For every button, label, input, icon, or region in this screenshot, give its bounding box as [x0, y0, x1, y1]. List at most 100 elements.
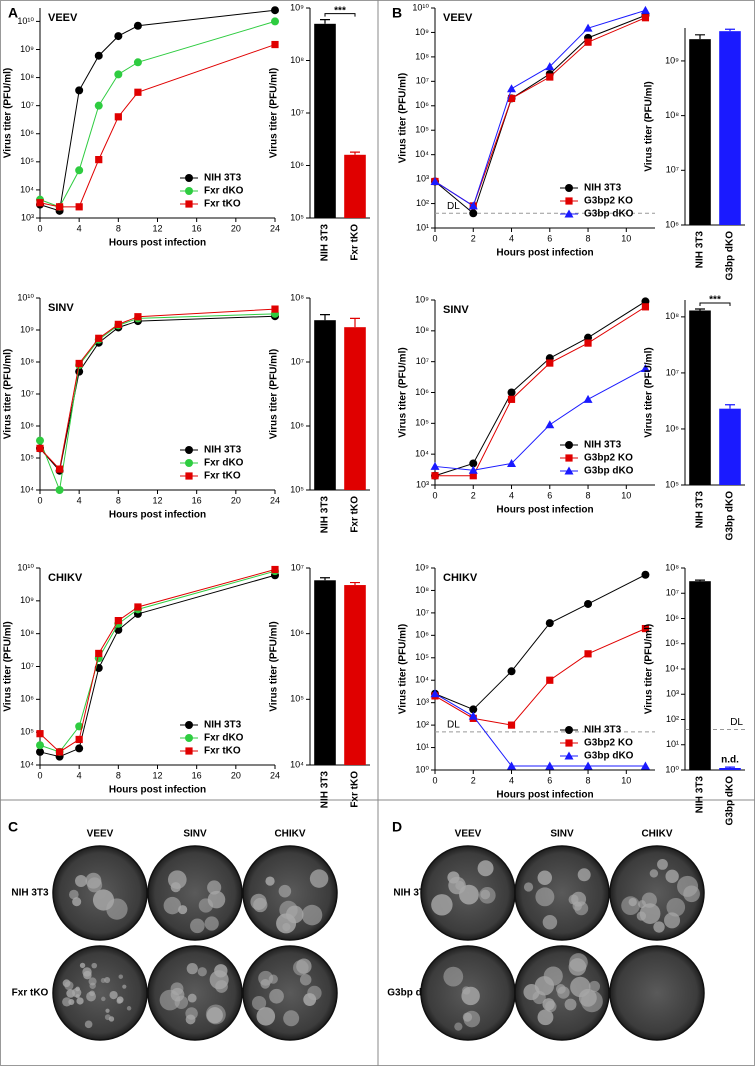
x-tick-label: 4 — [509, 233, 514, 243]
marker — [583, 394, 593, 403]
y-tick-label: 10¹⁰ — [17, 16, 34, 26]
y-tick-label: 10⁵ — [20, 156, 34, 166]
plaque-spot — [85, 872, 102, 889]
y-tick-label: 10⁵ — [415, 125, 429, 135]
plaque-spot — [126, 1006, 132, 1011]
y-tick-label: 10⁵ — [20, 727, 34, 737]
marker — [641, 14, 650, 22]
plaque-spot — [588, 980, 601, 993]
x-tick-label: Fxr tKO — [350, 224, 361, 261]
legend-label: G3bp2 KO — [584, 738, 633, 749]
marker — [583, 23, 593, 32]
marker — [584, 599, 593, 608]
y-tick-label: 10⁹ — [20, 44, 34, 54]
x-axis-label: Hours post infection — [109, 238, 206, 249]
y-tick-label: 10⁴ — [20, 184, 34, 194]
plaque-spot — [537, 1009, 554, 1026]
x-tick-label: 10 — [621, 775, 631, 785]
y-tick-label: 10⁵ — [290, 212, 304, 222]
y-axis-label: Virus titer (PFU/ml) — [269, 621, 280, 711]
marker — [507, 667, 516, 676]
series-line — [434, 14, 646, 215]
y-tick-label: 10⁴ — [20, 759, 34, 769]
marker — [584, 339, 592, 347]
plaque-spot — [454, 1022, 463, 1031]
y-tick-label: 10⁵ — [20, 452, 34, 462]
plaque-spot — [62, 997, 72, 1007]
plaque-spot — [480, 889, 491, 900]
y-tick-label: 10⁶ — [290, 628, 304, 638]
error-bar — [695, 308, 705, 311]
series-line — [434, 300, 646, 477]
error-bar — [695, 34, 705, 40]
significance-label: *** — [334, 5, 346, 16]
y-tick-label: 10⁸ — [415, 585, 429, 595]
legend-label: Fxr tKO — [204, 471, 241, 482]
y-axis-label: Virus titer (PFU/ml) — [644, 347, 655, 437]
chart-title: VEEV — [443, 12, 473, 24]
legend-label: Fxr dKO — [204, 458, 244, 469]
y-tick-label: 10⁷ — [21, 388, 34, 398]
marker — [134, 88, 142, 96]
plaque-spot — [574, 901, 589, 916]
legend-label: G3bp2 KO — [584, 453, 633, 464]
series-line — [434, 17, 646, 207]
row-label: G3bp dKO — [387, 988, 437, 999]
plaque-spot — [251, 995, 267, 1011]
x-tick-label: 10 — [621, 233, 631, 243]
plaque-spot — [278, 884, 292, 898]
marker — [545, 761, 555, 770]
marker — [507, 721, 516, 729]
marker — [36, 730, 44, 738]
marker — [640, 761, 650, 770]
legend-label: Fxr dKO — [204, 186, 244, 197]
marker — [640, 364, 650, 373]
plaque-spot — [265, 876, 275, 886]
y-tick-label: 10² — [416, 198, 429, 208]
x-axis-label: Hours post infection — [496, 505, 593, 516]
plaque-spot — [477, 860, 494, 877]
plaque-spot — [159, 989, 181, 1011]
marker — [507, 84, 517, 93]
marker — [469, 209, 478, 218]
y-tick-label: 10⁹ — [20, 595, 34, 605]
plaque-spot — [537, 870, 552, 885]
plaque-spot — [167, 870, 187, 889]
chart-title: SINV — [48, 302, 74, 314]
legend-label: G3bp dKO — [584, 751, 634, 762]
y-axis-label: Virus titer (PFU/ml) — [644, 81, 655, 171]
plaque-spot — [104, 977, 111, 984]
y-tick-label: 10⁸ — [665, 110, 679, 120]
plaque-spot — [621, 896, 640, 916]
error-bar — [725, 766, 735, 769]
error-bar — [695, 579, 705, 582]
marker — [95, 334, 103, 342]
legend-marker — [185, 459, 193, 467]
threshold-label: DL — [447, 201, 460, 212]
marker — [36, 436, 44, 445]
bar — [314, 580, 336, 765]
marker — [36, 444, 44, 452]
marker — [469, 705, 478, 714]
legend-marker — [185, 187, 193, 195]
marker — [584, 650, 592, 658]
marker — [75, 359, 83, 368]
y-tick-label: 10⁹ — [415, 27, 429, 37]
y-tick-label: 10⁹ — [20, 324, 34, 334]
error-bar — [320, 19, 330, 24]
plaque-spot — [72, 897, 82, 907]
series-line — [434, 368, 646, 471]
marker — [583, 761, 593, 770]
x-tick-label: 0 — [432, 490, 437, 500]
series-line — [434, 628, 646, 726]
legend-label: NIH 3T3 — [584, 725, 622, 736]
legend-label: G3bp2 KO — [584, 196, 633, 207]
plaque-spot — [301, 904, 323, 926]
y-tick-label: 10⁶ — [665, 613, 679, 623]
bar — [689, 39, 711, 225]
y-tick-label: 10³ — [416, 173, 429, 183]
x-tick-label: 4 — [77, 223, 82, 233]
marker — [75, 203, 83, 211]
marker — [507, 761, 517, 770]
